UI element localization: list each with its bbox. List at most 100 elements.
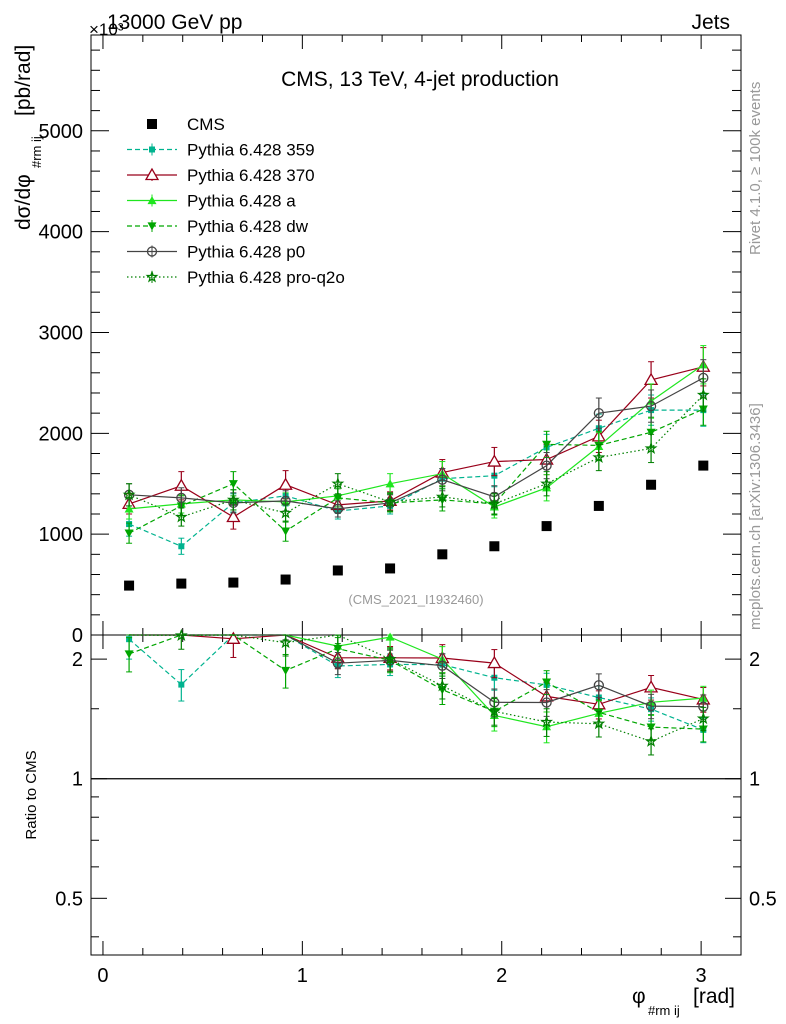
- series-3-line: [129, 364, 704, 510]
- series-2-ratio-point: [487, 655, 502, 669]
- series-0-point: [541, 521, 552, 532]
- series-0-point: [176, 578, 187, 589]
- series-4-ratio-point: [646, 723, 656, 732]
- series-0-point: [489, 541, 500, 552]
- series-1-ratio: [126, 634, 707, 744]
- series-6-point: [592, 450, 606, 464]
- ratio-tick-label: 2: [72, 649, 83, 671]
- series-5-point: [176, 492, 187, 504]
- series-0-point: [124, 580, 135, 591]
- x-axis-label-sub: #rm ij: [648, 1003, 680, 1018]
- series-6-point: [696, 388, 710, 401]
- series-1-point: [178, 543, 185, 550]
- series-6-ratio-point: [174, 628, 188, 641]
- series-2-point: [278, 477, 293, 490]
- series-6-ratio: [126, 628, 710, 756]
- series-3-ratio: [126, 632, 708, 744]
- watermark: (CMS_2021_I1932460): [348, 592, 483, 607]
- series-4-ratio-point: [542, 678, 552, 687]
- legend-marker-4: [147, 222, 157, 231]
- ratio-tick-label: 0.5: [55, 888, 83, 910]
- x-tick-label: 0: [97, 965, 108, 987]
- series-4-ratio-point: [333, 645, 343, 654]
- y-tick-label: 1000: [39, 524, 84, 546]
- y-axis-label-main: dσ/dφ: [12, 174, 35, 230]
- legend-marker-0: [147, 119, 157, 129]
- legend: CMS Pythia 6.428 359 Pythia 6.428 370 Pythi…: [127, 115, 345, 287]
- series-6-line: [128, 394, 704, 518]
- ratio-tick-label: 1: [72, 769, 83, 791]
- ratio-axis-ticks: 0 1 2 3 0.5 0.5 1 1 2 2: [55, 635, 777, 987]
- series-5-ratio-point: [332, 658, 343, 669]
- y-tick-label: 2000: [39, 423, 84, 445]
- header-exponent: ×10³: [89, 20, 124, 39]
- y-tick-label: 5000: [39, 121, 84, 143]
- series-6-point: [435, 490, 449, 503]
- ratio-series-layer: [124, 628, 711, 756]
- legend-label-0: CMS: [187, 115, 225, 134]
- series-5-ratio-point: [541, 697, 552, 708]
- ratio-axis-label: Ratio to CMS: [23, 750, 40, 839]
- header-right: Jets: [691, 11, 730, 34]
- series-6: [122, 378, 710, 527]
- legend-marker-6: [145, 270, 159, 283]
- series-5-point: [593, 408, 604, 419]
- legend-label-1: Pythia 6.428 359: [187, 141, 315, 160]
- ratio-tick-label-right: 1: [749, 769, 760, 791]
- series-3-ratio-line: [129, 634, 704, 728]
- series-5-ratio: [126, 634, 709, 720]
- series-4-point: [646, 428, 656, 437]
- series-6-ratio-point: [279, 635, 293, 649]
- series-5-point: [437, 474, 448, 485]
- series-5-ratio-point: [593, 680, 604, 691]
- ratio-frame: [90, 634, 742, 956]
- series-4-point: [228, 480, 238, 489]
- series-5-ratio-point: [437, 660, 448, 671]
- series-0-point: [385, 563, 396, 574]
- series-6-ratio-point: [644, 734, 658, 747]
- series-6-ratio-point: [696, 711, 710, 725]
- series-6-point: [331, 476, 345, 490]
- x-tick-label: 1: [297, 965, 308, 987]
- legend-marker-2: [144, 167, 160, 181]
- series-6-point: [487, 497, 501, 510]
- legend-label-6: Pythia 6.428 pro-q2o: [187, 268, 345, 287]
- ratio-panel: 0 1 2 3 0.5 0.5 1 1 2 2 Ratio to CMS: [23, 628, 777, 987]
- legend-label-2: Pythia 6.428 370: [187, 166, 315, 185]
- series-4-point: [333, 494, 343, 503]
- series-6-ratio-point: [592, 716, 606, 730]
- series-3-ratio-point: [385, 632, 395, 641]
- series-0-point: [437, 549, 448, 560]
- legend-marker-3: [147, 196, 157, 205]
- series-6-ratio-point: [487, 704, 501, 717]
- series-6-point: [383, 495, 397, 508]
- series-6-point: [644, 441, 658, 454]
- y-tick-label: 0: [72, 625, 83, 647]
- legend-label-4: Pythia 6.428 dw: [187, 217, 309, 236]
- side-text-mcplots: mcplots.cern.ch [arXiv:1306.3436]: [747, 403, 764, 630]
- y-tick-label: 4000: [39, 222, 84, 244]
- series-5-line: [129, 377, 704, 510]
- x-tick-label: 2: [496, 965, 507, 987]
- series-6-ratio-line: [129, 634, 704, 743]
- series-0-point: [593, 500, 604, 511]
- series-1-ratio-line: [128, 634, 704, 731]
- series-2-point: [487, 454, 502, 467]
- ratio-tick-label-right: 2: [749, 649, 760, 671]
- series-3-point: [124, 504, 134, 513]
- series-5-point: [541, 460, 552, 471]
- legend-marker-5: [146, 246, 158, 257]
- series-3-point: [385, 479, 395, 488]
- series-2-ratio-point: [226, 631, 241, 644]
- series-4-point: [124, 529, 134, 538]
- series-6-point: [226, 493, 240, 506]
- legend-label-3: Pythia 6.428 a: [187, 192, 296, 211]
- series-6-ratio-point: [383, 652, 397, 665]
- series-6-point: [122, 488, 136, 501]
- series-4-ratio: [124, 634, 708, 743]
- x-tick-label: 3: [696, 965, 707, 987]
- side-text-rivet: Rivet 4.1.0, ≥ 100k events: [747, 82, 764, 255]
- y-axis-label-sub: #rm ij: [29, 136, 44, 168]
- series-6-ratio-point: [435, 679, 449, 692]
- series-5-point: [332, 503, 343, 515]
